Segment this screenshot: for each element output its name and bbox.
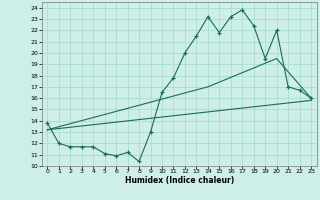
- X-axis label: Humidex (Indice chaleur): Humidex (Indice chaleur): [124, 176, 234, 185]
